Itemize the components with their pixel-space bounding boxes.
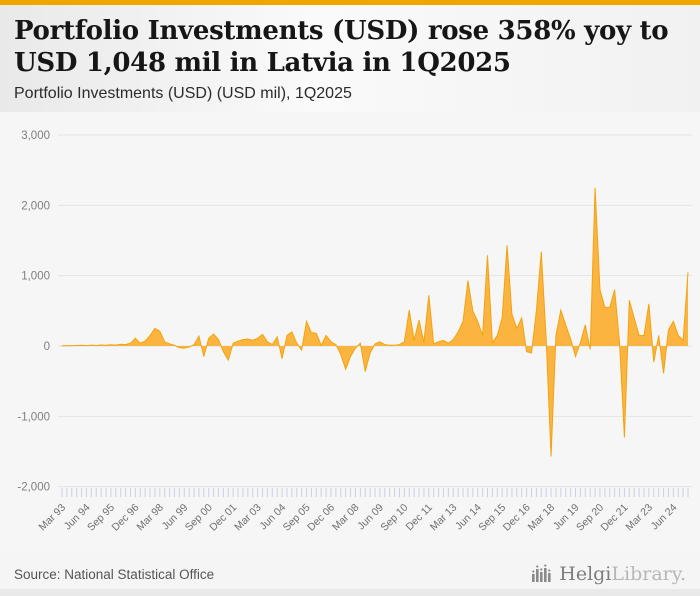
y-axis-label: -1,000	[17, 411, 50, 423]
x-axis-label: Mar 23	[623, 502, 655, 534]
x-axis-label: Mar 03	[232, 502, 264, 534]
chart-area: 3,000 2,000 1,000 0 -1,000 -2,000 Mar 93 Jun 94…	[0, 112, 700, 552]
x-axis-label: Jun 24	[649, 502, 680, 533]
page-subtitle: Portfolio Investments (USD) (USD mil), 1…	[14, 85, 352, 102]
x-axis-label: Dec 01	[207, 502, 239, 534]
x-axis-label: Sep 10	[378, 502, 410, 534]
x-axis-label: Mar 93	[37, 502, 69, 534]
y-axis-label: 0	[44, 341, 50, 353]
logo-text-helgi: Helgi	[559, 563, 612, 585]
top-accent-bar	[0, 0, 700, 5]
y-axis-label: -2,000	[17, 482, 50, 494]
area-series	[62, 187, 688, 457]
x-axis-label: Mar 18	[526, 502, 558, 534]
header: Portfolio Investments (USD) rose 358% yo…	[0, 5, 700, 112]
y-axis-label: 2,000	[21, 200, 50, 212]
y-axis-label: 1,000	[21, 271, 50, 283]
x-axis-label: Dec 16	[501, 502, 533, 534]
helgi-logo: HelgiLibrary.	[530, 563, 686, 585]
x-axis-label: Dec 21	[599, 502, 631, 534]
x-axis-label: Dec 06	[305, 502, 337, 534]
x-axis-label: Dec 96	[109, 502, 141, 534]
logo-text-library: Library.	[611, 563, 686, 585]
bottom-strip	[0, 589, 700, 596]
bar-chart-logo-icon	[532, 564, 551, 582]
page-title: Portfolio Investments (USD) rose 358% yo…	[14, 16, 669, 78]
source-label: Source: National Statistical Office	[14, 566, 215, 582]
x-axis-label: Mar 98	[134, 502, 166, 534]
x-axis-label: Mar 08	[330, 502, 362, 534]
y-axis-label: 3,000	[21, 130, 50, 142]
area-series-outline	[61, 187, 689, 457]
footer: Source: National Statistical Office Helg…	[0, 552, 700, 596]
x-axis-label: Mar 13	[428, 502, 460, 534]
